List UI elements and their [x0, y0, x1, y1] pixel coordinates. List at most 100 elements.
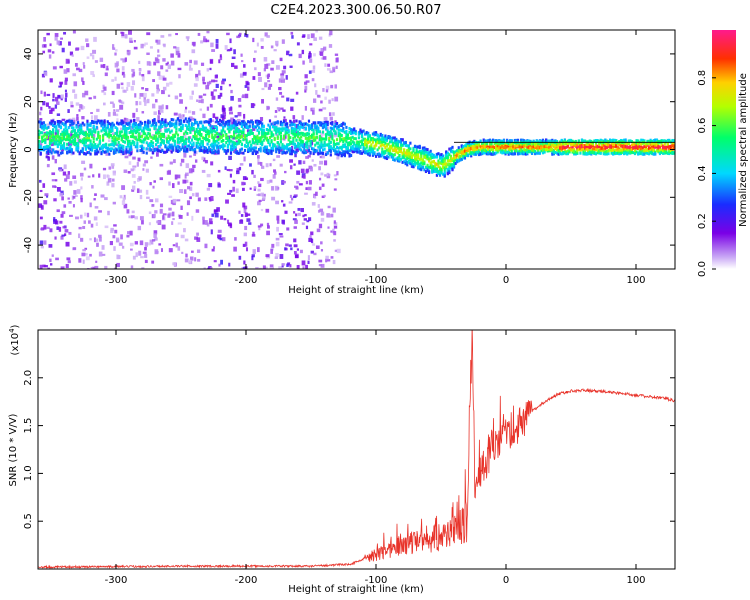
- spectrogram-noise-cell: [319, 208, 324, 212]
- spectrogram-ridge-cell: [278, 149, 281, 153]
- spectrogram-noise-cell: [291, 35, 294, 39]
- spectrogram-noise-cell: [203, 36, 206, 42]
- spectrogram-ridge-cell: [446, 159, 449, 163]
- spectrogram-ridge-cell: [423, 155, 426, 159]
- spectrogram-ridge-cell: [443, 173, 446, 177]
- spectrogram-ridge-cell: [187, 121, 190, 125]
- spectrogram-noise-cell: [144, 99, 148, 104]
- spectrogram-noise-cell: [246, 213, 251, 216]
- spectrogram-noise-cell: [151, 93, 155, 97]
- spectrogram-ridge-cell: [465, 150, 468, 154]
- spectrogram-noise-cell: [234, 237, 237, 241]
- spectrogram-ridge-cell: [70, 148, 73, 152]
- spectrogram-noise-cell: [167, 94, 171, 97]
- spectrogram-noise-cell: [265, 254, 270, 258]
- spectrogram-ridge-cell: [234, 120, 237, 124]
- spectrogram-noise-cell: [131, 68, 135, 72]
- spectrogram-ridge-cell: [89, 132, 92, 136]
- spectrogram-noise-cell: [241, 187, 245, 191]
- spectrogram-ridge-cell: [415, 153, 418, 157]
- spectrogram-ridge-cell: [279, 146, 282, 150]
- spectrogram-ridge-cell: [151, 141, 155, 145]
- spectrogram-ridge-cell: [559, 146, 562, 150]
- spectrogram-noise-cell: [89, 202, 92, 208]
- spectrogram-ridge-cell: [145, 134, 148, 138]
- spectrogram-ridge-cell: [340, 153, 343, 157]
- spectrogram-ridge-cell: [354, 143, 357, 147]
- spectrogram-noise-cell: [281, 39, 285, 44]
- spectrogram-noise-cell: [238, 255, 242, 260]
- spectrogram-ridge-cell: [290, 149, 293, 153]
- spectrogram-ridge-cell: [87, 130, 91, 134]
- spectrogram-ridge-cell: [335, 145, 339, 149]
- spectrogram-ridge-cell: [70, 130, 73, 134]
- spectrogram-ridge-cell: [165, 129, 169, 133]
- spectrogram-ridge-cell: [510, 149, 513, 153]
- spectrogram-ridge-cell: [119, 121, 122, 125]
- spectrogram-ridge-cell: [66, 137, 69, 141]
- spectrogram-noise-cell: [164, 125, 168, 130]
- spectrogram-ridge-cell: [91, 146, 94, 150]
- spectrogram-ridge-cell: [101, 126, 105, 130]
- spectrogram-ridge-cell: [212, 146, 215, 150]
- spectrogram-ridge-cell: [390, 137, 393, 141]
- spectrogram-ridge-cell: [381, 151, 384, 155]
- spectrogram-noise-cell: [319, 160, 324, 165]
- spectrogram-noise-cell: [304, 81, 308, 85]
- spectrogram-ridge-cell: [460, 153, 463, 157]
- spectrogram-ridge-cell: [343, 153, 346, 157]
- spectrogram-ridge-cell: [251, 151, 254, 155]
- spectrogram-ridge-cell: [123, 127, 126, 131]
- spectrogram-ridge-cell: [289, 140, 292, 144]
- spectrogram-noise-cell: [56, 40, 61, 45]
- spectrogram-noise-cell: [55, 96, 59, 102]
- spectrogram-ridge-cell: [278, 143, 281, 147]
- spectrogram-ridge-cell: [438, 156, 442, 160]
- spectrogram-ridge-cell: [162, 122, 165, 126]
- spectrogram-ridge-cell: [325, 133, 328, 137]
- spectrogram-noise-cell: [139, 68, 142, 72]
- spectrogram-ridge-cell: [208, 131, 211, 135]
- spectrogram-noise-cell: [273, 49, 277, 52]
- spectrogram-noise-cell: [307, 145, 311, 150]
- spectrogram-ridge-cell: [479, 147, 482, 151]
- spectrogram-noise-cell: [243, 260, 246, 265]
- spectrogram-ridge-cell: [226, 136, 229, 140]
- spectrogram-noise-cell: [46, 164, 50, 168]
- spectrogram-noise-cell: [214, 116, 219, 120]
- spectrogram-ridge-cell: [116, 137, 119, 141]
- spectrogram-noise-cell: [275, 200, 279, 205]
- spectrogram-ridge-cell: [348, 130, 351, 134]
- spectrogram-ridge-cell: [507, 145, 510, 149]
- spectrogram-noise-cell: [51, 254, 54, 257]
- spectrogram-ridge-cell: [295, 138, 298, 142]
- spectrogram-noise-cell: [127, 231, 130, 235]
- spectrogram-noise-cell: [327, 63, 331, 67]
- spectrogram-ridge-cell: [337, 128, 340, 132]
- spectrogram-noise-cell: [236, 35, 241, 39]
- spectrogram-noise-cell: [141, 87, 144, 90]
- spectrogram-ridge-cell: [364, 143, 367, 147]
- spectrogram-noise-cell: [309, 43, 313, 46]
- spectrogram-ridge-cell: [262, 132, 265, 136]
- spectrogram-noise-cell: [305, 80, 310, 83]
- spectrogram-ridge-cell: [315, 149, 318, 153]
- spectrogram-ridge-cell: [432, 169, 435, 173]
- spectrogram-ridge-cell: [440, 162, 443, 166]
- spectrogram-ridge-cell: [147, 144, 150, 148]
- spectrogram-ridge-cell: [282, 150, 286, 154]
- spectrogram-ridge-cell: [139, 144, 142, 148]
- spectrogram-ridge-cell: [296, 144, 300, 148]
- spectrogram-ridge-cell: [56, 139, 59, 143]
- spectrogram-ridge-cell: [312, 149, 315, 153]
- spectrogram-noise-cell: [308, 70, 312, 74]
- spectrogram-ridge-cell: [187, 124, 190, 128]
- spectrogram-ridge-cell: [382, 138, 385, 142]
- spectrogram-ridge-cell: [300, 135, 303, 139]
- spectrogram-ridge-cell: [526, 140, 529, 144]
- spectrogram-ridge-cell: [490, 152, 493, 156]
- spectrogram-ridge-cell: [156, 138, 159, 142]
- spectrogram-ridge-cell: [198, 133, 201, 137]
- spectrogram-noise-cell: [315, 191, 318, 196]
- spectrogram-ridge-cell: [499, 139, 502, 143]
